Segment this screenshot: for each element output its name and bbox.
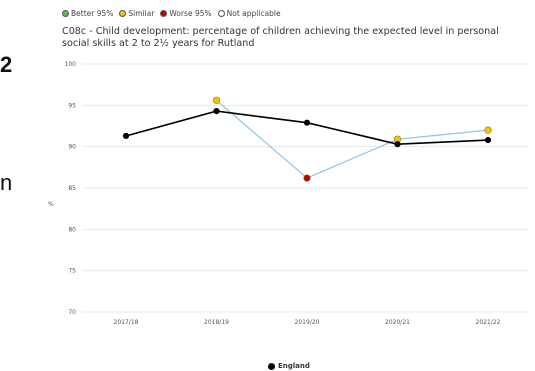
- legend-item-not-applicable: Not applicable: [217, 9, 281, 18]
- y-tick-label: 85: [68, 185, 76, 192]
- series-lines: [125, 99, 489, 179]
- legend-item-similar: Similar: [119, 9, 154, 18]
- y-axis-label: %: [48, 201, 54, 208]
- x-tick-label: 2021/22: [476, 319, 501, 326]
- england-point[interactable]: [303, 119, 311, 126]
- not-applicable-dot-icon: [217, 10, 225, 17]
- x-tick-label: 2019/20: [295, 319, 320, 326]
- x-tick-label: 2020/21: [385, 319, 410, 326]
- x-tick-label: 2017/18: [114, 319, 139, 326]
- similar-dot-icon: [119, 10, 127, 17]
- clipped-text-fragment: 2: [0, 52, 13, 77]
- y-axis-ticks: 70 75 80 85 90 95 100: [65, 61, 77, 316]
- series-line: [125, 110, 489, 145]
- y-tick-label: 75: [68, 268, 76, 275]
- better-dot-icon: [62, 10, 69, 17]
- clipped-text-fragment: n: [0, 170, 13, 195]
- england-point[interactable]: [213, 108, 220, 115]
- y-tick-label: 70: [68, 309, 76, 316]
- series-legend: England: [268, 362, 310, 370]
- area-point[interactable]: [212, 96, 221, 104]
- series-line: [216, 99, 489, 179]
- area-point[interactable]: [484, 126, 492, 134]
- x-tick-label: 2018/19: [204, 319, 229, 326]
- england-point[interactable]: [394, 141, 401, 148]
- england-point[interactable]: [484, 136, 492, 144]
- y-tick-label: 100: [65, 61, 77, 68]
- series-points: [122, 96, 492, 182]
- legend-england-label: England: [278, 362, 310, 370]
- legend-item-worse: Worse 95%: [160, 9, 212, 18]
- worse-dot-icon: [160, 10, 168, 17]
- gridlines: [82, 63, 528, 313]
- england-marker-icon: [268, 362, 275, 370]
- legend-item-better: Better 95%: [62, 9, 113, 18]
- x-axis-ticks: 2017/18 2018/19 2019/20 2020/21 2021/22: [114, 319, 501, 326]
- y-tick-label: 90: [68, 144, 76, 151]
- area-point[interactable]: [303, 174, 311, 182]
- england-point[interactable]: [122, 132, 130, 140]
- y-tick-label: 95: [68, 102, 76, 109]
- y-tick-label: 80: [68, 226, 76, 233]
- significance-legend: Better 95% Similar Worse 95% Not applica…: [62, 9, 281, 18]
- chart-title: C08c - Child development: percentage of …: [62, 26, 499, 49]
